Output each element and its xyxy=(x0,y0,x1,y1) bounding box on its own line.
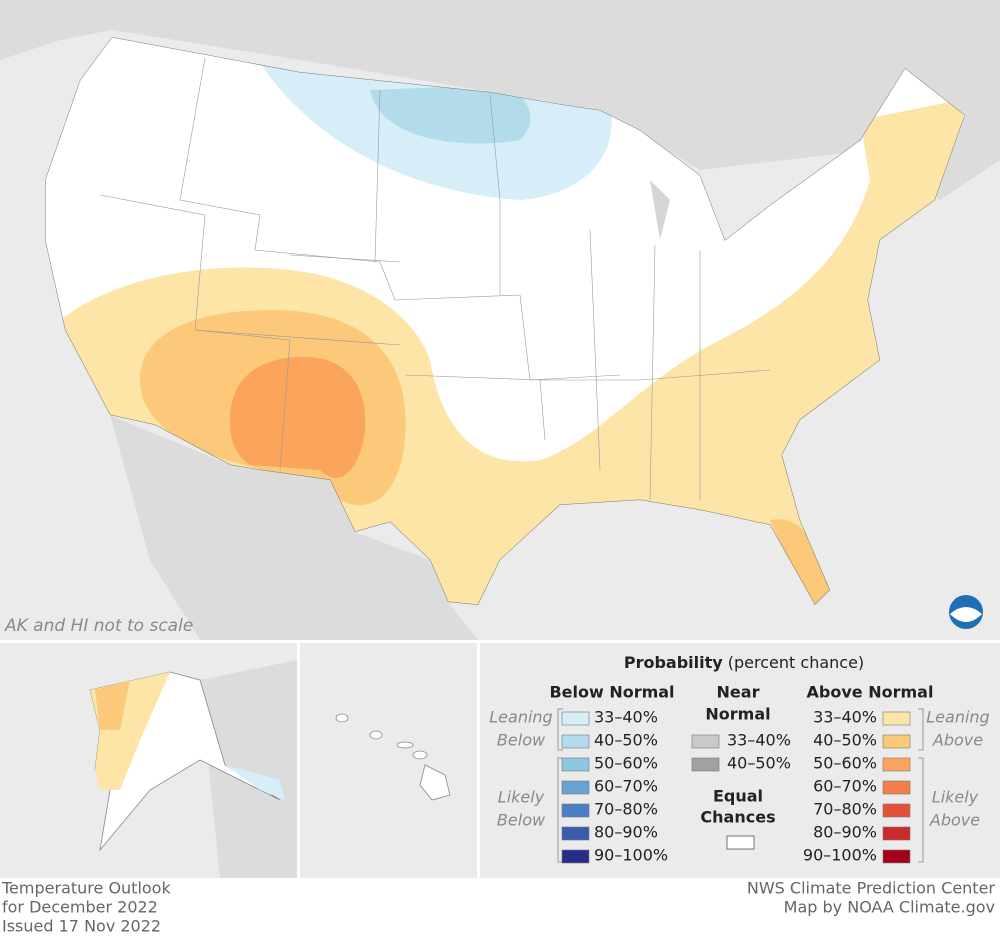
footer-left: Temperature Outlook xyxy=(1,879,171,898)
hawaii xyxy=(335,713,451,801)
main-map: AK and HI not to scale xyxy=(0,0,1000,640)
group-label: Likely xyxy=(932,788,979,807)
legend-swatch xyxy=(882,849,911,864)
group-label: Below xyxy=(497,731,546,750)
legend-swatch xyxy=(882,780,911,795)
near-heading: Near xyxy=(717,683,760,702)
legend-label: 70–80% xyxy=(594,800,658,819)
footer-left: for December 2022 xyxy=(2,898,158,917)
hawaii-panel xyxy=(300,643,477,878)
legend-label: 60–70% xyxy=(594,777,658,796)
below-heading: Below Normal xyxy=(549,683,674,702)
legend-swatch xyxy=(561,826,590,841)
legend-label: 40–50% xyxy=(727,754,791,773)
legend-swatch xyxy=(882,803,911,818)
equal-swatch xyxy=(726,835,755,850)
alaska-below xyxy=(225,765,285,800)
equal-heading: Chances xyxy=(700,808,775,827)
group-label: Leaning xyxy=(926,708,989,727)
legend-label: 40–50% xyxy=(813,731,877,750)
legend-swatch xyxy=(882,826,911,841)
legend-label: 33–40% xyxy=(813,708,877,727)
legend-subtitle: (percent chance) xyxy=(728,653,864,672)
legend-label: 40–50% xyxy=(594,731,658,750)
canada-inset xyxy=(200,660,297,878)
group-label: Leaning xyxy=(489,708,552,727)
legend-swatch xyxy=(882,757,911,772)
group-label: Likely xyxy=(498,788,545,807)
near-heading: Normal xyxy=(705,705,770,724)
legend-swatch xyxy=(882,711,911,726)
legend-label: 60–70% xyxy=(813,777,877,796)
footer-left: Issued 17 Nov 2022 xyxy=(2,917,161,936)
hawaii-bg xyxy=(300,643,477,878)
lake xyxy=(650,180,670,240)
alaska-above xyxy=(95,680,130,730)
likely-above-area xyxy=(230,356,366,478)
legend-swatch xyxy=(561,734,590,749)
legend-title-main: Probability xyxy=(624,653,723,672)
legend: Probability (percent chance) Below Norma… xyxy=(480,643,1000,878)
legend-swatch xyxy=(561,757,590,772)
legend-label: 33–40% xyxy=(727,731,791,750)
florida-above-area xyxy=(770,519,830,605)
alaska-panel xyxy=(0,643,297,878)
state-lines xyxy=(99,57,771,501)
noaa-logo xyxy=(949,595,983,629)
legend-swatch xyxy=(561,849,590,864)
group-label: Below xyxy=(497,811,546,830)
legend-swatch xyxy=(691,757,720,772)
legend-swatch xyxy=(882,734,911,749)
legend-label: 33–40% xyxy=(594,708,658,727)
canada xyxy=(0,0,1000,200)
mexico xyxy=(110,415,478,640)
legend-label: 50–60% xyxy=(813,754,877,773)
legend-title: Probability (percent chance) xyxy=(624,653,864,672)
brackets xyxy=(557,708,924,863)
legend-swatch xyxy=(561,780,590,795)
group-labels: Leaning Below Likely Below Leaning Above… xyxy=(489,708,989,830)
legend-label: 80–90% xyxy=(594,823,658,842)
legend-swatch xyxy=(561,711,590,726)
legend-label: 80–90% xyxy=(813,823,877,842)
legend-label: 90–100% xyxy=(803,846,877,865)
legend-swatch xyxy=(691,734,720,749)
footer: Temperature Outlook for December 2022 Is… xyxy=(1,879,995,936)
footer-right: Map by NOAA Climate.gov xyxy=(784,898,995,917)
logo-mark xyxy=(950,607,982,622)
legend-label: 90–100% xyxy=(594,846,668,865)
equal-heading: Equal xyxy=(713,787,763,806)
scale-note: AK and HI not to scale xyxy=(4,616,193,636)
legend-swatch xyxy=(561,803,590,818)
group-label: Above xyxy=(929,811,980,830)
footer-right: NWS Climate Prediction Center xyxy=(747,879,996,898)
above-heading: Above Normal xyxy=(807,683,934,702)
legend-label: 50–60% xyxy=(594,754,658,773)
legend-label: 70–80% xyxy=(813,800,877,819)
group-label: Above xyxy=(932,731,983,750)
